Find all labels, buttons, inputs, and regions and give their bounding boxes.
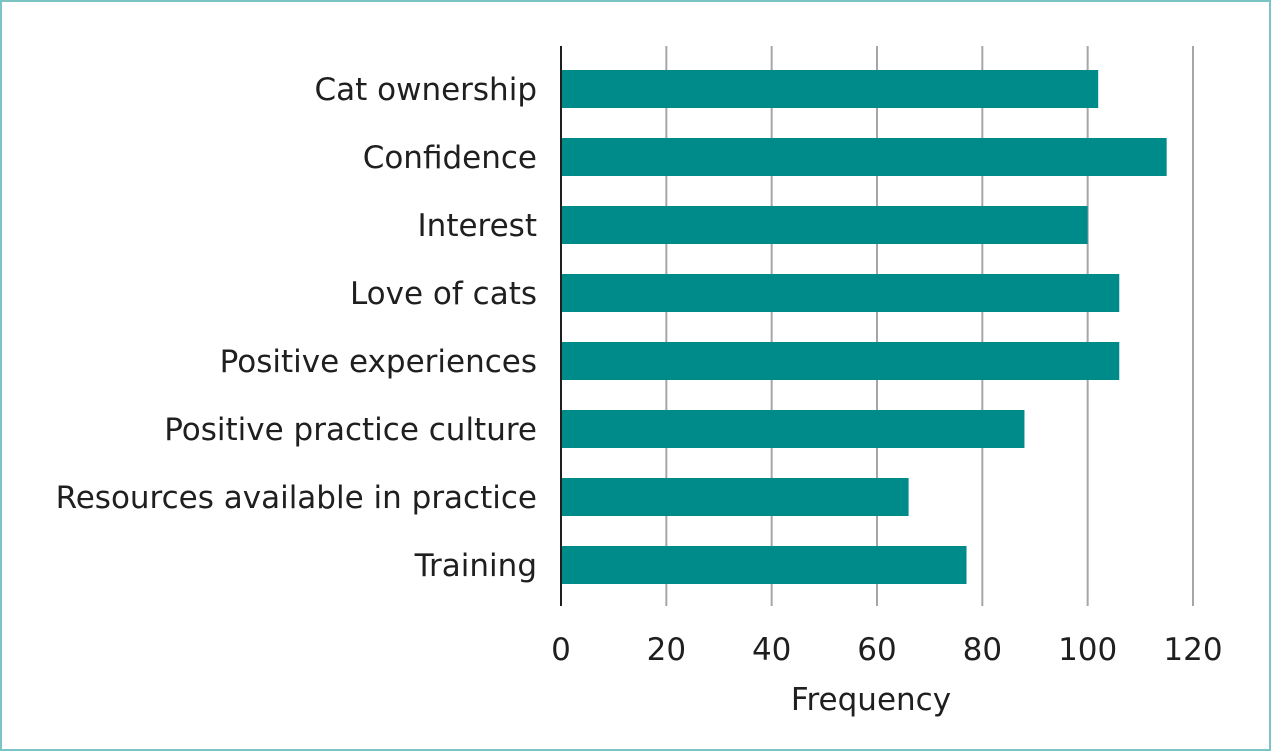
x-tick-label-20: 20 bbox=[647, 632, 686, 668]
category-label-confidence: Confidence bbox=[363, 140, 537, 176]
category-label-love-of-cats: Love of cats bbox=[350, 276, 537, 312]
bar-interest bbox=[561, 206, 1088, 244]
category-label-positive-practice-culture: Positive practice culture bbox=[164, 412, 537, 448]
x-tick-labels: 0 20 40 60 80 100 120 bbox=[551, 632, 1222, 668]
x-axis-title: Frequency bbox=[791, 682, 951, 718]
gridlines bbox=[665, 46, 1194, 606]
bar-positive-practice-culture bbox=[561, 410, 1025, 448]
bar-love-of-cats bbox=[561, 274, 1120, 312]
category-label-positive-experiences: Positive experiences bbox=[220, 344, 537, 380]
category-label-training: Training bbox=[414, 548, 537, 584]
x-tick-label-80: 80 bbox=[963, 632, 1002, 668]
x-tick-label-100: 100 bbox=[1058, 632, 1117, 668]
category-label-resources-available-in-practice: Resources available in practice bbox=[56, 480, 537, 516]
x-tick-label-0: 0 bbox=[551, 632, 571, 668]
bars bbox=[561, 70, 1167, 584]
x-tick-label-60: 60 bbox=[857, 632, 896, 668]
category-label-cat-ownership: Cat ownership bbox=[314, 72, 537, 108]
x-tick-label-120: 120 bbox=[1163, 632, 1222, 668]
bar-confidence bbox=[561, 138, 1167, 176]
category-label-interest: Interest bbox=[418, 208, 537, 244]
category-labels: Cat ownership Confidence Interest Love of c… bbox=[56, 72, 537, 584]
bar-resources-available-in-practice bbox=[561, 478, 909, 516]
bar-cat-ownership bbox=[561, 70, 1099, 108]
bar-training bbox=[561, 546, 967, 584]
bar-positive-experiences bbox=[561, 342, 1120, 380]
x-tick-label-40: 40 bbox=[752, 632, 791, 668]
